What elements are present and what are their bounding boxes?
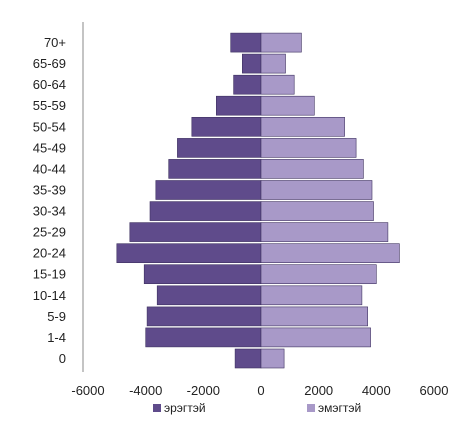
y-tick-label: 15-19 (33, 267, 66, 282)
legend: эрэгтэй эмэгтэй (153, 401, 361, 415)
y-tick-label: 10-14 (33, 288, 66, 303)
bar-female-15-19 (260, 264, 377, 285)
bar-male-50-54 (191, 117, 262, 137)
bar-male-15-19 (143, 264, 262, 285)
y-tick-labels: 0 1-4 5-9 10-14 15-19 20-24 25-29 30-34 35-39 40-… (33, 35, 66, 366)
x-tick-label: -2000 (187, 383, 220, 398)
bar-female-10-14 (260, 285, 363, 306)
x-tick-label: -4000 (129, 383, 162, 398)
x-tick-labels: -6000 -4000 -2000 0 2000 4000 6000 (71, 383, 448, 398)
y-tick-label: 70+ (44, 35, 66, 50)
bar-female-0 (260, 348, 285, 369)
x-tick-label: 2000 (304, 383, 333, 398)
y-tick-label: 30-34 (33, 204, 66, 219)
bar-female-55-59 (260, 95, 315, 116)
bar-male-5-9 (146, 306, 262, 327)
y-tick-label: 60-64 (33, 77, 66, 92)
bar-female-1-4 (260, 327, 371, 348)
bar-male-25-29 (129, 222, 262, 242)
bar-female-25-29 (260, 222, 389, 242)
y-tick-label: 25-29 (33, 225, 66, 240)
bar-female-35-39 (260, 180, 373, 200)
y-tick-label: 65-69 (33, 56, 66, 71)
bar-male-30-34 (149, 201, 262, 221)
legend-label-female: эмэгтэй (318, 401, 361, 415)
bar-male-45-49 (177, 138, 262, 158)
bar-male-40-44 (168, 159, 262, 179)
x-tick-label: 6000 (420, 383, 449, 398)
bar-male-20-24 (116, 243, 262, 263)
x-tick-label: 4000 (362, 383, 391, 398)
y-tick-label: 50-54 (33, 119, 66, 134)
y-tick-label: 55-59 (33, 98, 66, 113)
bar-male-60-64 (233, 74, 262, 95)
legend-swatch-female (307, 404, 315, 412)
y-tick-label: 5-9 (47, 309, 66, 324)
bar-male-65-69 (242, 53, 262, 74)
bar-female-50-54 (260, 117, 345, 137)
bar-male-70+ (230, 32, 262, 53)
y-tick-label: 1-4 (47, 330, 66, 345)
y-tick-label: 35-39 (33, 183, 66, 198)
legend-label-male: эрэгтэй (164, 401, 206, 415)
bar-male-35-39 (155, 180, 262, 200)
y-tick-label: 40-44 (33, 161, 66, 176)
bars-group (116, 32, 400, 369)
bar-female-40-44 (260, 159, 364, 179)
x-tick-label: 0 (257, 383, 264, 398)
y-tick-label: 20-24 (33, 246, 66, 261)
legend-swatch-male (153, 404, 161, 412)
bar-female-5-9 (260, 306, 368, 327)
bar-female-70+ (260, 32, 302, 53)
bar-male-1-4 (145, 327, 262, 348)
y-tick-label: 45-49 (33, 140, 66, 155)
y-tick-label: 0 (59, 351, 66, 366)
x-tick-label: -6000 (71, 383, 104, 398)
bar-female-65-69 (260, 53, 286, 74)
bar-male-0 (234, 348, 262, 369)
bar-female-20-24 (260, 243, 400, 263)
bar-female-45-49 (260, 138, 357, 158)
bar-female-30-34 (260, 201, 374, 221)
bar-male-55-59 (216, 95, 262, 116)
bar-male-10-14 (156, 285, 262, 306)
bar-female-60-64 (260, 74, 295, 95)
